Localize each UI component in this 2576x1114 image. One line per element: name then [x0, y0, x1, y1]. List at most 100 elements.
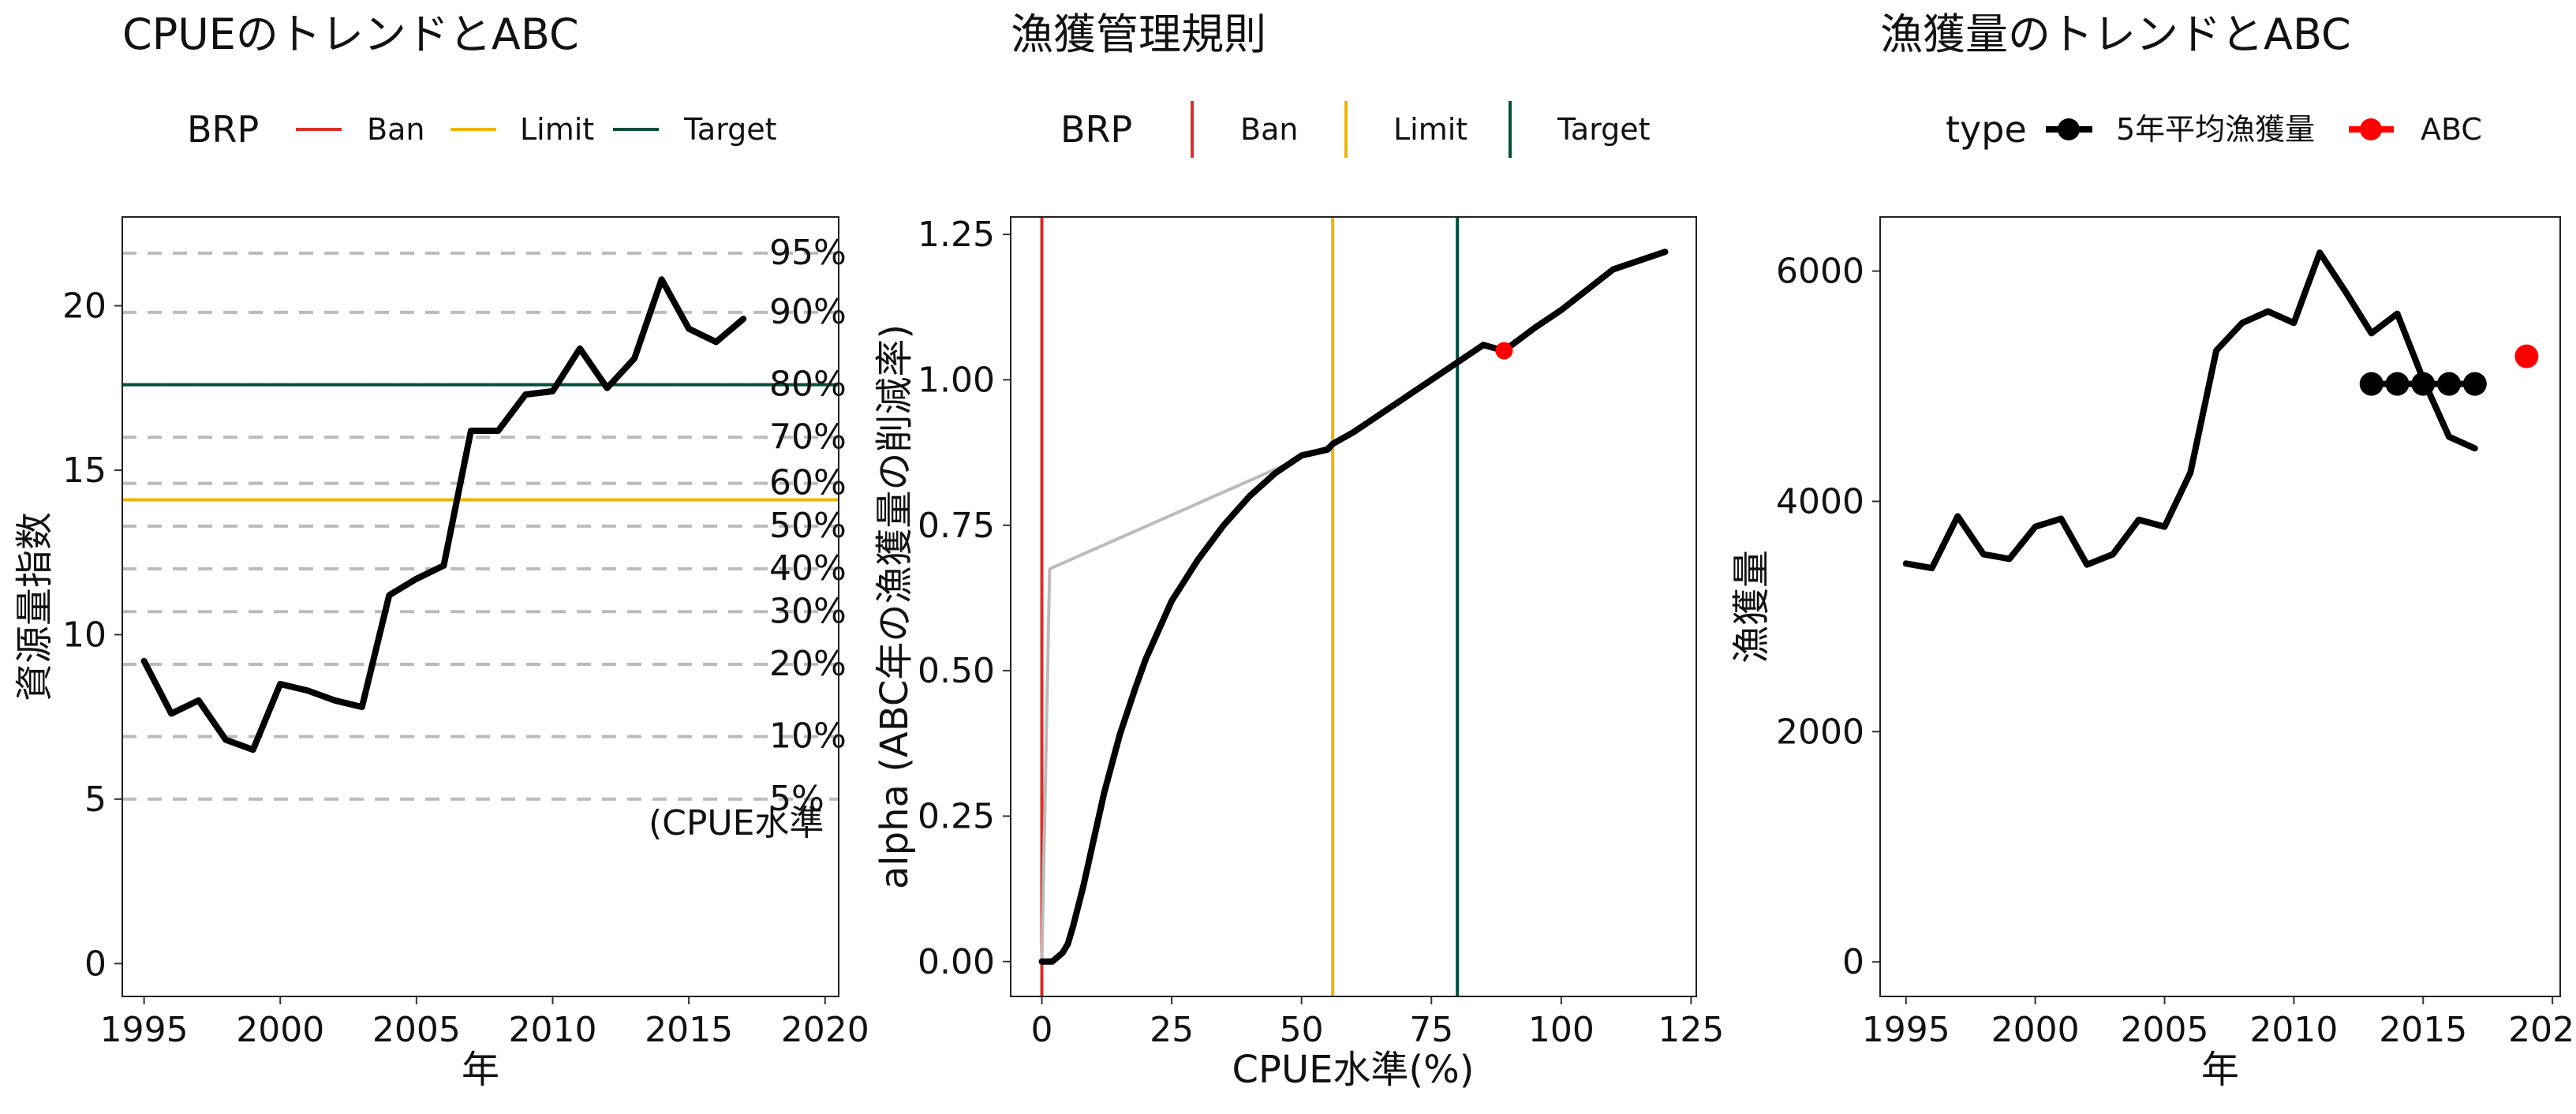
- series-line: [1038, 249, 1669, 965]
- legend-label-target: Target: [1557, 112, 1651, 147]
- panel-catch-trend: 漁獲量のトレンドとABC type 5年平均漁獲量 ABC 1995 2000 20…: [1729, 9, 2576, 1092]
- x-tick-label: 1995: [1862, 1010, 1950, 1050]
- percentile-label: 90%: [769, 292, 847, 332]
- x-axis-title: 年: [2201, 1048, 2239, 1092]
- plot-frame: [1879, 216, 2561, 997]
- avg-catch-point: [2359, 372, 2383, 396]
- percentile-label: 50%: [769, 506, 847, 546]
- series-line: [140, 276, 747, 753]
- avg-catch-point: [2411, 372, 2436, 396]
- highlight-point: [2514, 344, 2539, 368]
- y-tick-label: 0.50: [918, 651, 995, 691]
- percentile-label: 40%: [769, 548, 847, 589]
- legend-title: type: [1946, 108, 2027, 151]
- plot-frame: [1010, 216, 1697, 997]
- y-tick-label: 0: [1842, 942, 1864, 982]
- x-tick-label: 1995: [100, 1010, 189, 1050]
- x-tick-label: 2000: [236, 1010, 324, 1050]
- data-points: [1495, 342, 1513, 360]
- legend: BRP Ban Limit Target: [1060, 101, 1651, 158]
- y-tick-label: 0: [84, 944, 107, 984]
- avg-catch-point: [2385, 372, 2410, 396]
- x-axis: 1995 2000 2005 2010 2015 2020: [1862, 996, 2576, 1050]
- reference-lines: [122, 383, 839, 502]
- panel-title: CPUEのトレンドとABC: [122, 9, 579, 59]
- y-tick-label: 1.00: [918, 360, 995, 400]
- x-tick-label: 2010: [508, 1010, 596, 1050]
- y-axis: 0 5 10 15 20: [62, 286, 122, 984]
- x-axis-title: CPUE水準(%): [1232, 1048, 1475, 1092]
- x-tick-label: 2015: [2379, 1010, 2467, 1050]
- legend-label-avg: 5年平均漁獲量: [2116, 112, 2315, 147]
- y-tick-label: 0.00: [918, 942, 995, 982]
- x-axis: 0 25 50 75 100 125: [1031, 996, 1724, 1050]
- y-tick-label: 10: [62, 615, 107, 655]
- x-tick-label: 75: [1409, 1010, 1453, 1050]
- legend-title: BRP: [187, 108, 259, 151]
- percentile-label: 5%: [769, 779, 824, 819]
- percentile-label: 60%: [769, 463, 847, 503]
- legend-label-target: Target: [683, 112, 777, 147]
- legend-label-ban: Ban: [1240, 112, 1298, 147]
- x-axis-title: 年: [462, 1048, 499, 1092]
- panel-title: 漁獲量のトレンドとABC: [1880, 9, 2351, 59]
- panel-cpue-trend: CPUEのトレンドとABC BRP Ban Limit Target 1995 2…: [13, 9, 869, 1092]
- reference-lines: [1040, 217, 1460, 996]
- y-tick-label: 6000: [1776, 252, 1864, 292]
- percentile-label: 10%: [769, 716, 847, 757]
- x-tick-label: 50: [1280, 1010, 1324, 1050]
- x-tick-label: 2000: [1991, 1010, 2080, 1050]
- percentile-lines: [122, 251, 839, 801]
- x-tick-label: 100: [1528, 1010, 1595, 1050]
- y-tick-label: 0.75: [918, 506, 995, 546]
- y-axis-title: alpha (ABC年の漁獲量の削減率): [873, 324, 917, 889]
- legend-key-avg-point: [2058, 118, 2080, 140]
- x-tick-label: 2020: [781, 1010, 869, 1050]
- y-axis-title: 漁獲量: [1729, 550, 1774, 664]
- percentile-labels: 95% 90% 80% 70% 60%50%40%30% 20% 10% 5%: [769, 233, 847, 819]
- y-tick-label: 20: [62, 286, 107, 327]
- legend-label-ban: Ban: [367, 112, 424, 147]
- plot-frame: [122, 216, 839, 997]
- annotation-cpue-level: (CPUE水準: [649, 803, 824, 843]
- y-tick-label: 2000: [1776, 712, 1864, 752]
- x-axis: 1995 2000 2005 2010 2015 2020: [100, 996, 869, 1050]
- percentile-label: 95%: [769, 233, 847, 273]
- x-tick-label: 125: [1658, 1010, 1724, 1050]
- percentile-label: 80%: [769, 364, 847, 405]
- legend-title: BRP: [1060, 108, 1132, 151]
- legend: BRP Ban Limit Target: [187, 108, 777, 151]
- x-tick-label: 2020: [2508, 1010, 2576, 1050]
- data-points: [2359, 344, 2539, 396]
- avg-catch-point: [2462, 372, 2487, 396]
- x-tick-label: 25: [1150, 1010, 1194, 1050]
- percentile-label: 70%: [769, 417, 847, 457]
- data-series: [1902, 249, 2478, 572]
- avg-catch-point: [2437, 372, 2462, 396]
- series-line: [1040, 442, 1335, 963]
- y-tick-label: 1.25: [918, 215, 995, 255]
- percentile-label: 20%: [769, 644, 847, 684]
- y-tick-label: 4000: [1776, 481, 1864, 521]
- x-tick-label: 2005: [2121, 1010, 2209, 1050]
- legend-label-abc: ABC: [2421, 112, 2482, 147]
- x-tick-label: 2015: [645, 1010, 733, 1050]
- y-tick-label: 5: [84, 779, 107, 820]
- legend: type 5年平均漁獲量 ABC: [1946, 108, 2482, 151]
- data-series: [1038, 249, 1669, 965]
- percentile-label: 30%: [769, 591, 847, 631]
- x-tick-label: 2005: [372, 1010, 461, 1050]
- x-tick-label: 2010: [2249, 1010, 2338, 1050]
- y-tick-label: 0.25: [918, 796, 995, 836]
- series-line: [1902, 249, 2478, 572]
- legend-label-limit: Limit: [1393, 112, 1467, 147]
- legend-key-abc-point: [2360, 118, 2382, 140]
- y-axis: 0 2000 4000 6000: [1776, 252, 1880, 982]
- legend-label-limit: Limit: [520, 112, 594, 147]
- data-series: [140, 276, 747, 753]
- panel-title: 漁獲管理規則: [1011, 9, 1266, 59]
- y-tick-label: 15: [62, 450, 107, 491]
- y-axis-title: 資源量指数: [13, 512, 57, 701]
- panel-hcr: 漁獲管理規則 BRP Ban Limit Target 0 25 50 75 100 12…: [873, 9, 1724, 1092]
